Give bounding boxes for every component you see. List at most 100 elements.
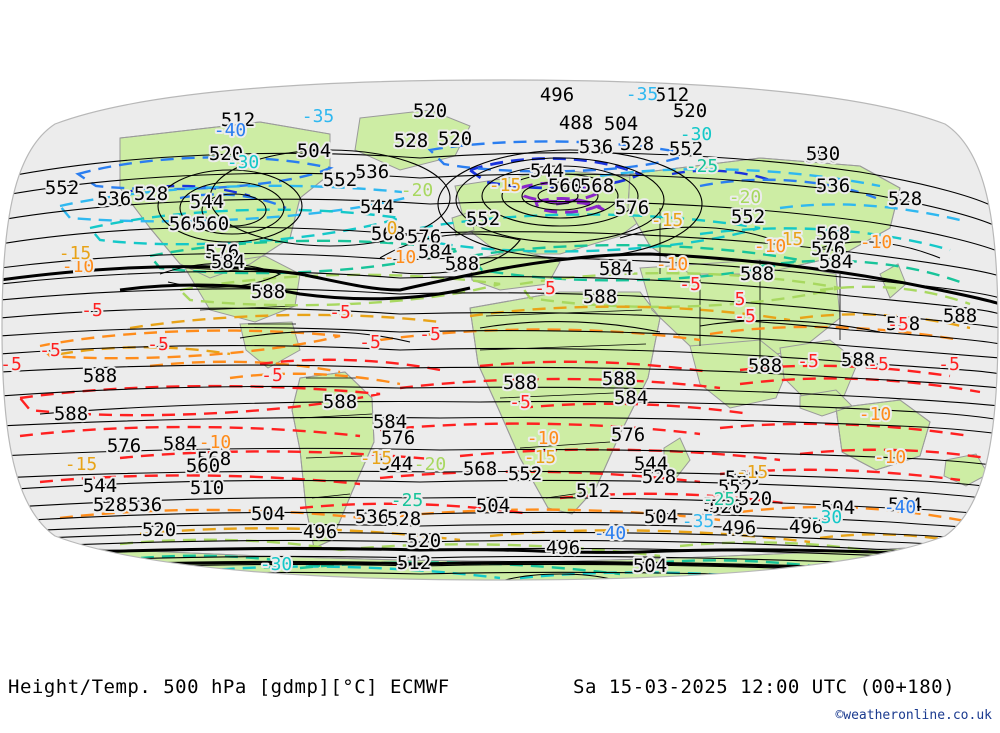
temperature-contour-label: -10 [384,247,417,268]
height-contour-label: 552 [731,206,765,228]
height-contour-label: 552 [508,463,542,485]
temperature-contour-label: -20 [729,187,762,208]
height-contour-label-halo: 536 [816,175,850,197]
temperature-contour-label: -5 [147,334,169,355]
height-contour-label-halo: 576 [611,424,645,446]
map-title: Height/Temp. 500 hPa [gdmp][°C] ECMWF [8,676,450,698]
height-contour-label-halo: 552 [466,208,500,230]
height-contour-label-halo: 528 [387,508,421,530]
height-contour-label-halo: 520 [738,488,772,510]
temperature-contour-label: -5 [938,354,960,375]
height-contour-label-halo: 504 [644,506,678,528]
height-contour-label: 552 [466,208,500,230]
height-contour-label: 528 [642,466,676,488]
temperature-contour-label-halo: -10 [859,404,892,425]
height-contour-label: 568 [463,458,497,480]
height-contour-label: 576 [407,226,441,248]
height-contour-label: 576 [611,424,645,446]
temperature-contour-label-halo: -10 [754,236,787,257]
temperature-contour-label-halo: -30 [680,124,713,145]
height-contour-label: 520 [209,143,243,165]
temperature-contour-label-halo: -30 [227,152,260,173]
height-contour-label-halo: 512 [655,84,689,106]
temperature-contour-label-halo: -40 [594,523,627,544]
temperature-contour-label-halo: -10 [199,432,232,453]
height-contour-label: 560 [548,175,582,197]
temperature-contour-label: -40 [214,120,247,141]
temperature-contour-label: -35 [302,106,335,127]
temperature-contour-label: -10 [199,432,232,453]
height-contour-label: 576 [811,238,845,260]
temperature-contour-label: -15 [771,229,804,250]
temperature-contour-label: -10 [860,232,893,253]
copyright-label: ©weatheronline.co.uk [835,708,992,723]
height-contour-label: 588 [323,391,357,413]
temperature-contour-label: 5 [735,289,746,310]
height-contour-label-halo: 584 [418,241,452,263]
height-contour-label-halo: 552 [731,206,765,228]
temperature-contour-label: -5 [0,354,22,375]
temperature-contour-label: -5 [887,314,909,335]
height-contour-label: 512 [655,84,689,106]
temperature-contour-label-halo: -25 [686,156,719,177]
height-contour-label: 528 [888,188,922,210]
height-contour-label-halo: 560 [548,175,582,197]
temperature-contour-label-halo: -25 [703,489,736,510]
temperature-contour-label: -5 [534,278,556,299]
temperature-contour-label-halo: -5 [39,340,61,361]
height-contour-label: 544 [634,453,668,475]
height-contour-label: 496 [546,537,580,559]
height-contour-label: 584 [614,387,648,409]
temp-label-layer: -40-40-35-35-35-35-30-30-30-30-25-25-20-… [0,82,998,577]
temperature-contour-label: -5 [359,332,381,353]
height-contour-label-halo: 588 [83,365,117,387]
height-contour-label-halo: 576 [811,238,845,260]
temperature-contour-label: -5 [261,365,283,386]
height-contour-label: 568 [371,223,405,245]
temperature-contour-label-halo: -5 [867,354,889,375]
height-contour-label-halo: 568 [816,223,850,245]
height-contour-label-halo: 496 [303,521,337,543]
temperature-contour-label-halo: -10 [527,428,560,449]
height-contour-label: 520 [142,519,176,541]
temperature-contour-label: -5 [797,351,819,372]
height-contour-label: 520 [673,100,707,122]
height-contour-label: 560 [195,213,229,235]
temperature-contour-label: -25 [703,489,736,510]
temperature-contour-label-halo: -10 [874,447,907,468]
temperature-contour-label: 0 [387,218,398,239]
temperature-contour-label: -5 [329,302,351,323]
temperature-contour-label-halo: -5 [329,302,351,323]
temperature-contour-label: -10 [527,428,560,449]
temperature-contour-label-halo: -10 [656,254,689,275]
temperature-contour-label-halo: -35 [302,106,335,127]
height-contour-label-halo: 510 [190,477,224,499]
temperature-contour-label: -15 [489,175,522,196]
temperature-contour-label-halo: -15 [489,175,522,196]
temperature-contour-label-halo: -5 [887,314,909,335]
height-contour-label-halo: 588 [886,313,920,335]
height-contour-label: 520 [413,100,447,122]
height-contour-label: 588 [503,372,537,394]
height-contour-label: 544 [530,160,564,182]
temperature-contour-label: -30 [810,507,843,528]
temperature-contour-label-halo: -15 [59,243,92,264]
temperature-contour-label-halo: -5 [797,351,819,372]
height-contour-label-halo: 528 [93,494,127,516]
height-contour-label: 588 [748,355,782,377]
temperature-contour-label: -10 [656,254,689,275]
temperature-contour-label-halo: -5 [734,306,756,327]
map-container[interactable]: 512 512 520 520 520 520 504 504 552 552 536 536 528 5… [0,78,1000,583]
height-contour-label-halo: 544 [530,160,564,182]
temperature-contour-label: -10 [874,447,907,468]
temperature-contour-label: -35 [626,84,659,105]
height-contour-label-halo: 568 [725,467,759,489]
height-contour-label: 576 [381,427,415,449]
temperature-contour-label-halo: -35 [682,511,715,532]
height-contour-label: 552 [323,169,357,191]
height-contour-label-halo: 552 [323,169,357,191]
height-contour-label: 560 [186,455,220,477]
height-contour-label: 588 [54,403,88,425]
